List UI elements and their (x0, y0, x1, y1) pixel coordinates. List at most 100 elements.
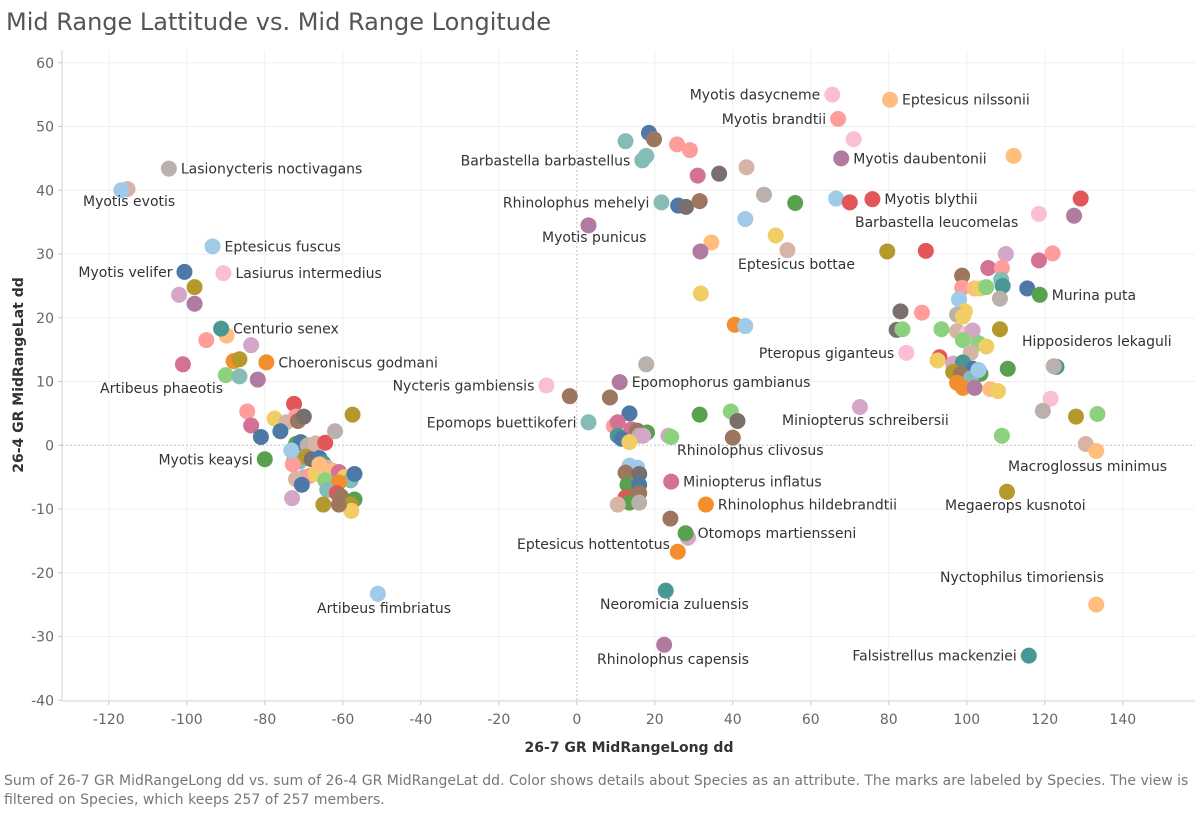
scatter-point[interactable] (767, 227, 784, 244)
scatter-point[interactable] (638, 356, 655, 373)
scatter-point[interactable] (346, 465, 363, 482)
scatter-point[interactable] (1030, 252, 1047, 269)
scatter-point[interactable] (1044, 245, 1061, 262)
scatter-point[interactable] (991, 321, 1008, 338)
scatter-point[interactable] (284, 490, 301, 507)
scatter-point[interactable] (978, 279, 995, 296)
scatter-point[interactable] (311, 456, 328, 473)
scatter-point[interactable] (692, 285, 709, 302)
scatter-point[interactable] (293, 476, 310, 493)
scatter-point[interactable] (343, 502, 360, 519)
scatter-point[interactable] (317, 434, 334, 451)
scatter-point[interactable] (617, 133, 634, 150)
scatter-point-labeled[interactable] (213, 320, 230, 337)
scatter-point[interactable] (617, 464, 634, 481)
scatter-point[interactable] (980, 260, 997, 277)
scatter-point[interactable] (239, 403, 256, 420)
scatter-point[interactable] (295, 408, 312, 425)
scatter-point-labeled[interactable] (580, 414, 597, 431)
scatter-point[interactable] (841, 194, 858, 211)
scatter-point[interactable] (954, 332, 971, 349)
scatter-point[interactable] (601, 389, 618, 406)
scatter-point[interactable] (249, 371, 266, 388)
scatter-point[interactable] (737, 210, 754, 227)
scatter-point-labeled[interactable] (656, 636, 673, 653)
scatter-point-labeled[interactable] (215, 265, 232, 282)
scatter-point[interactable] (787, 195, 804, 211)
scatter-point[interactable] (1066, 207, 1083, 224)
scatter-point[interactable] (689, 167, 706, 184)
scatter-point-labeled[interactable] (697, 496, 714, 513)
scatter-point-labeled[interactable] (160, 160, 177, 177)
scatter-point[interactable] (1042, 390, 1059, 407)
scatter-point-labeled[interactable] (898, 344, 915, 361)
scatter-point[interactable] (738, 159, 755, 176)
scatter-point[interactable] (171, 286, 187, 303)
scatter-point-labeled[interactable] (258, 354, 275, 371)
scatter-point[interactable] (283, 442, 300, 459)
scatter-point[interactable] (662, 510, 679, 527)
scatter-point-labeled[interactable] (833, 150, 850, 167)
scatter-point[interactable] (344, 406, 361, 423)
scatter-point[interactable] (217, 367, 234, 384)
scatter-point[interactable] (993, 260, 1010, 277)
scatter-point[interactable] (954, 308, 971, 325)
scatter-point[interactable] (997, 246, 1014, 262)
scatter-point[interactable] (252, 428, 269, 445)
scatter-point[interactable] (703, 234, 720, 251)
scatter-point-labeled[interactable] (830, 110, 847, 127)
scatter-point[interactable] (330, 496, 347, 513)
scatter-point[interactable] (561, 388, 578, 405)
scatter-point[interactable] (970, 362, 987, 379)
scatter-point[interactable] (954, 379, 971, 396)
scatter-point[interactable] (917, 242, 934, 259)
scatter-point[interactable] (646, 131, 663, 148)
scatter-point-labeled[interactable] (653, 194, 670, 211)
scatter-point[interactable] (691, 193, 708, 210)
scatter-point-labeled[interactable] (1020, 647, 1037, 664)
scatter-point[interactable] (711, 165, 728, 182)
scatter-point[interactable] (619, 476, 636, 493)
scatter-point[interactable] (933, 321, 950, 338)
scatter-point[interactable] (993, 427, 1010, 444)
scatter-point-labeled[interactable] (580, 217, 597, 234)
scatter-point[interactable] (1034, 402, 1051, 419)
scatter-point-labeled[interactable] (879, 243, 896, 260)
scatter-point-labeled[interactable] (663, 428, 680, 445)
scatter-point[interactable] (1089, 406, 1106, 423)
scatter-point-labeled[interactable] (881, 91, 898, 108)
scatter-point[interactable] (681, 142, 698, 159)
scatter-point[interactable] (231, 351, 248, 368)
scatter-point[interactable] (954, 267, 971, 284)
scatter-point[interactable] (892, 303, 909, 320)
scatter-point-labeled[interactable] (998, 483, 1015, 500)
scatter-point-labeled[interactable] (176, 263, 193, 280)
scatter-point-labeled[interactable] (634, 152, 651, 169)
scatter-point-labeled[interactable] (692, 243, 709, 260)
scatter-point[interactable] (635, 427, 652, 444)
scatter-point[interactable] (894, 321, 911, 338)
scatter-point[interactable] (964, 322, 981, 339)
scatter-point[interactable] (779, 242, 796, 259)
scatter-point-labeled[interactable] (669, 543, 686, 560)
scatter-point[interactable] (243, 417, 260, 434)
scatter-point[interactable] (913, 304, 930, 321)
scatter-point[interactable] (990, 383, 1006, 400)
scatter-point[interactable] (286, 395, 303, 412)
scatter-point-labeled[interactable] (113, 182, 130, 199)
scatter-point-labeled[interactable] (1088, 442, 1105, 459)
scatter-point[interactable] (991, 290, 1008, 307)
scatter-point[interactable] (315, 496, 332, 513)
scatter-point-labeled[interactable] (174, 356, 191, 373)
scatter-point[interactable] (724, 429, 741, 446)
scatter-point[interactable] (737, 318, 754, 335)
scatter-point[interactable] (845, 131, 862, 148)
scatter-point-labeled[interactable] (663, 473, 680, 490)
scatter-point[interactable] (621, 434, 638, 451)
scatter-point-labeled[interactable] (611, 374, 628, 391)
scatter-point[interactable] (186, 295, 203, 312)
scatter-point-labeled[interactable] (1045, 358, 1062, 375)
scatter-point-labeled[interactable] (851, 399, 868, 415)
scatter-point[interactable] (186, 279, 203, 296)
scatter-point-labeled[interactable] (824, 86, 841, 103)
